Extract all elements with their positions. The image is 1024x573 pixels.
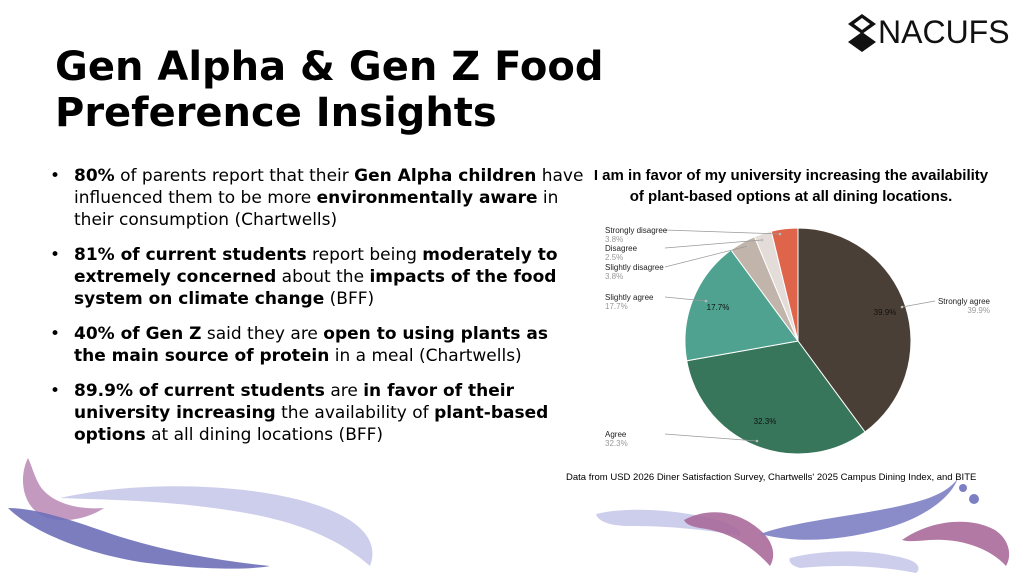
bullet-item: • 40% of Gen Z said they are open to usin… — [44, 323, 584, 367]
logo-wordmark: NACUFS — [878, 14, 1010, 50]
bullet-text-run: report being — [306, 245, 423, 265]
callout-line — [664, 245, 749, 268]
bullet-text-run: (BFF) — [324, 289, 375, 309]
nacufs-logo: NACUFS — [846, 12, 1016, 56]
bullet-text-run: Gen Alpha children — [354, 166, 537, 186]
callout-line — [664, 229, 781, 235]
bullet-text-run: said they are — [201, 324, 324, 344]
swoosh-lavender-left — [60, 486, 373, 566]
pie-inside-label: 17.7% — [707, 303, 730, 312]
callout-value-label: 39.9% — [967, 306, 990, 315]
title-line-2: Preference Insights — [55, 90, 497, 136]
bullet-text-run: about the — [276, 267, 370, 287]
callout-category-label: Agree — [605, 430, 627, 439]
dot-purple-2 — [969, 494, 979, 504]
callout-dot — [704, 299, 708, 303]
swoosh-mauve-right — [684, 512, 774, 566]
callout-category-label: Slightly disagree — [605, 263, 664, 272]
callout-category-label: Disagree — [605, 244, 638, 253]
callout-line — [664, 239, 763, 249]
source-note: Data from USD 2026 Diner Satisfaction Su… — [566, 472, 977, 483]
callout-value-label: 3.8% — [605, 235, 623, 244]
callout-value-label: 32.3% — [605, 439, 628, 448]
callout-value-label: 3.8% — [605, 272, 623, 281]
callout-dot — [900, 305, 904, 309]
bullet-text-run: of parents report that their — [114, 166, 355, 186]
bullet-text-run: have influenced them to be more — [74, 166, 584, 208]
bullet-dot: • — [50, 381, 61, 401]
callout-line — [664, 433, 758, 442]
pie-slice-slightly-agree — [684, 249, 799, 362]
pie-slice-agree — [686, 340, 866, 455]
bullet-item: • 81% of current students report being mo… — [44, 244, 584, 310]
swoosh-purple-right — [760, 478, 958, 540]
swoosh-lavender-right1 — [596, 509, 741, 536]
callout-category-label: Strongly agree — [938, 297, 991, 306]
bullet-text-run: are — [324, 381, 364, 401]
bullet-text-run: in their consumption (Chartwells) — [74, 188, 559, 230]
callout-dot — [760, 238, 764, 242]
bullet-text-run: moderately to extremely concerned — [74, 245, 558, 287]
callout-value-label: 2.5% — [605, 253, 623, 262]
bullet-text-run: at all dining locations (BFF) — [145, 425, 384, 445]
callout-dot — [778, 232, 782, 236]
nacufs-logo-mark-icon — [848, 14, 876, 52]
pie-slice-strongly-agree — [797, 227, 912, 433]
bullet-text-run: environmentally aware — [316, 188, 538, 208]
swoosh-purple-left — [8, 508, 270, 569]
bullet-text-run: 80% — [74, 166, 115, 186]
bullet-dot: • — [50, 166, 61, 186]
bullet-text-run: 40% of Gen Z — [74, 324, 202, 344]
bullet-dot: • — [50, 324, 61, 344]
callout-dot — [746, 244, 750, 248]
chart-title: I am in favor of my university increasin… — [593, 167, 989, 205]
bullet-text-run: open to using plants as the main source … — [74, 324, 548, 366]
bullet-text-run: the availability of — [275, 403, 435, 423]
bullet-item: • 89.9% of current students are in favor … — [44, 380, 584, 446]
pie-inside-label: 32.3% — [754, 417, 777, 426]
pie-inside-label: 39.9% — [874, 308, 897, 317]
insight-bullets: • 80% of parents report that their Gen Al… — [44, 165, 584, 459]
bullet-text-run: in a meal (Chartwells) — [329, 346, 522, 366]
dot-purple-1 — [959, 484, 967, 492]
bullet-text-run: impacts of the food system on climate ch… — [74, 267, 557, 309]
pie-slice-strongly-disagree — [770, 227, 799, 342]
slide-title: Gen Alpha & Gen Z Food Preference Insigh… — [55, 44, 715, 136]
swoosh-mauve-left — [22, 458, 104, 521]
callout-line — [901, 300, 936, 308]
bullet-text-run: 81% of current students — [74, 245, 307, 265]
bullet-text-run: in favor of their university increasing — [74, 381, 514, 423]
bullet-text-run: plant-based options — [74, 403, 549, 445]
callout-category-label: Slightly agree — [605, 293, 654, 302]
swoosh-mauve-far-right — [902, 521, 1010, 566]
swoosh-lavender-bottom — [789, 551, 919, 573]
title-line-1: Gen Alpha & Gen Z Food — [55, 44, 604, 90]
bullet-item: • 80% of parents report that their Gen Al… — [44, 165, 584, 231]
bullet-dot: • — [50, 245, 61, 265]
callout-dot — [755, 439, 759, 443]
callout-line — [664, 296, 707, 302]
bullet-text-run: 89.9% of current students — [74, 381, 325, 401]
callout-category-label: Strongly disagree — [605, 226, 668, 235]
callout-value-label: 17.7% — [605, 302, 628, 311]
